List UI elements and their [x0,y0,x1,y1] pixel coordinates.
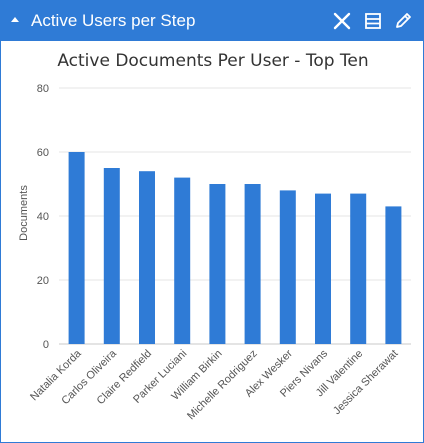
y-tick-label: 20 [37,275,49,287]
bar[interactable] [315,193,331,344]
chart-title: Active Documents Per User - Top Ten [57,51,368,71]
x-tick-label: Jessica Sherawat [331,348,400,417]
bar[interactable] [103,168,120,344]
bar[interactable] [244,184,261,344]
bar[interactable] [279,190,296,344]
y-tick-label: 0 [43,339,49,351]
y-tick-label: 60 [37,147,49,159]
bar[interactable] [68,152,85,344]
bar[interactable] [174,177,191,344]
close-icon[interactable] [332,11,352,31]
bar[interactable] [209,184,226,344]
collapse-icon[interactable] [11,17,19,22]
bar-chart: Active Documents Per User - Top Ten Docu… [18,51,411,422]
bar[interactable] [139,171,155,344]
table-icon[interactable] [363,11,383,31]
bar[interactable] [350,193,367,344]
edit-icon[interactable] [393,11,413,31]
y-axis-label: Documents [18,185,30,241]
panel-title: Active Users per Step [31,11,196,30]
y-tick-label: 80 [37,83,49,95]
y-tick-label: 40 [37,211,49,223]
bar[interactable] [385,206,402,344]
panel-header: Active Users per Step [1,1,423,41]
